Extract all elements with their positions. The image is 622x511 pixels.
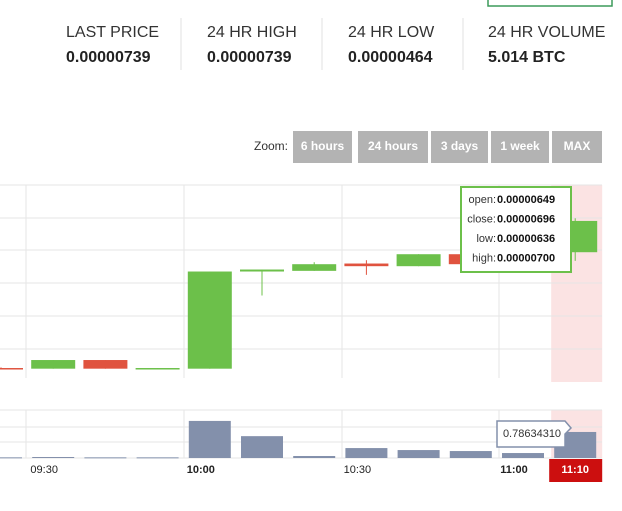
candle-body xyxy=(396,254,441,267)
zoom-button-bg[interactable] xyxy=(552,131,602,163)
zoom-button-label[interactable]: MAX xyxy=(564,139,591,153)
chart: 09:30 10:00 10:30 11:00 11:10 open: 0.00000649… xyxy=(0,184,603,482)
stat-label: 24 HR HIGH xyxy=(207,24,297,41)
zoom-button-bg[interactable] xyxy=(491,131,549,163)
stat-value: 0.00000464 xyxy=(348,49,433,66)
volume-bar xyxy=(32,457,75,459)
candle-body xyxy=(187,271,232,369)
zoom-button[interactable]: 1 week xyxy=(491,131,549,163)
stat-value: 0.00000739 xyxy=(207,49,292,66)
volume-bar xyxy=(188,420,231,458)
stat-value: 5.014 BTC xyxy=(488,49,566,66)
volume-bar xyxy=(293,456,336,458)
volume-tooltip-box xyxy=(496,420,573,448)
volume-bar xyxy=(345,448,388,458)
zoom-button-bg[interactable] xyxy=(293,131,352,163)
candle-body xyxy=(135,368,180,370)
stat-label: 24 HR VOLUME xyxy=(488,24,605,41)
tooltip-key: close: xyxy=(467,213,496,225)
volume-bar xyxy=(449,451,492,458)
volume-bar xyxy=(502,453,544,458)
x-tick-label: 09:30 xyxy=(30,464,58,476)
tooltip-value: 0.00000696 xyxy=(497,213,555,225)
x-tick-label: 11:00 xyxy=(500,464,528,476)
stat-label: LAST PRICE xyxy=(66,24,159,41)
zoom-button-label[interactable]: 1 week xyxy=(500,139,540,153)
tooltip-key: open: xyxy=(468,194,496,206)
zoom-button[interactable]: MAX xyxy=(552,131,602,163)
candle-body xyxy=(240,269,284,272)
candle-body xyxy=(0,368,23,370)
candle-body xyxy=(83,360,128,369)
tooltip-value: 0.00000649 xyxy=(497,194,555,206)
stat-value: 0.00000739 xyxy=(66,49,151,66)
zoom-button[interactable]: 6 hours xyxy=(293,131,352,163)
volume-bar xyxy=(136,457,179,459)
tooltip-value: 0.00000636 xyxy=(497,233,555,245)
zoom-button-label[interactable]: 24 hours xyxy=(368,139,418,153)
x-tick-label: 11:10 xyxy=(561,464,589,476)
volume-bar xyxy=(397,450,440,458)
zoom-label: Zoom: xyxy=(254,139,288,153)
volume-box xyxy=(487,0,613,7)
x-tick-label: 10:30 xyxy=(344,464,372,476)
zoom-button-bg[interactable] xyxy=(431,131,488,163)
zoom-button[interactable]: 3 days xyxy=(431,131,488,163)
volume-bar xyxy=(0,457,22,459)
volume-bar xyxy=(241,436,283,458)
candle-body xyxy=(292,264,337,271)
x-label-highlight xyxy=(549,459,603,482)
volume-tooltip-value: 0.78634310 xyxy=(503,428,561,440)
tooltip-key: low: xyxy=(476,233,496,245)
volume-bar xyxy=(84,457,127,459)
candle-body xyxy=(344,263,389,267)
tooltip-box xyxy=(460,186,572,273)
x-tick-label: 10:00 xyxy=(187,464,215,476)
zoom-button-label[interactable]: 6 hours xyxy=(301,139,345,153)
candle-body xyxy=(31,360,76,369)
zoom-button[interactable]: 24 hours xyxy=(358,131,428,163)
tooltip-value: 0.00000700 xyxy=(497,252,555,264)
zoom-button-label[interactable]: 3 days xyxy=(441,139,479,153)
zoom-button-bg[interactable] xyxy=(358,131,428,163)
tooltip-key: high: xyxy=(472,252,496,264)
stat-label: 24 HR LOW xyxy=(348,24,435,41)
